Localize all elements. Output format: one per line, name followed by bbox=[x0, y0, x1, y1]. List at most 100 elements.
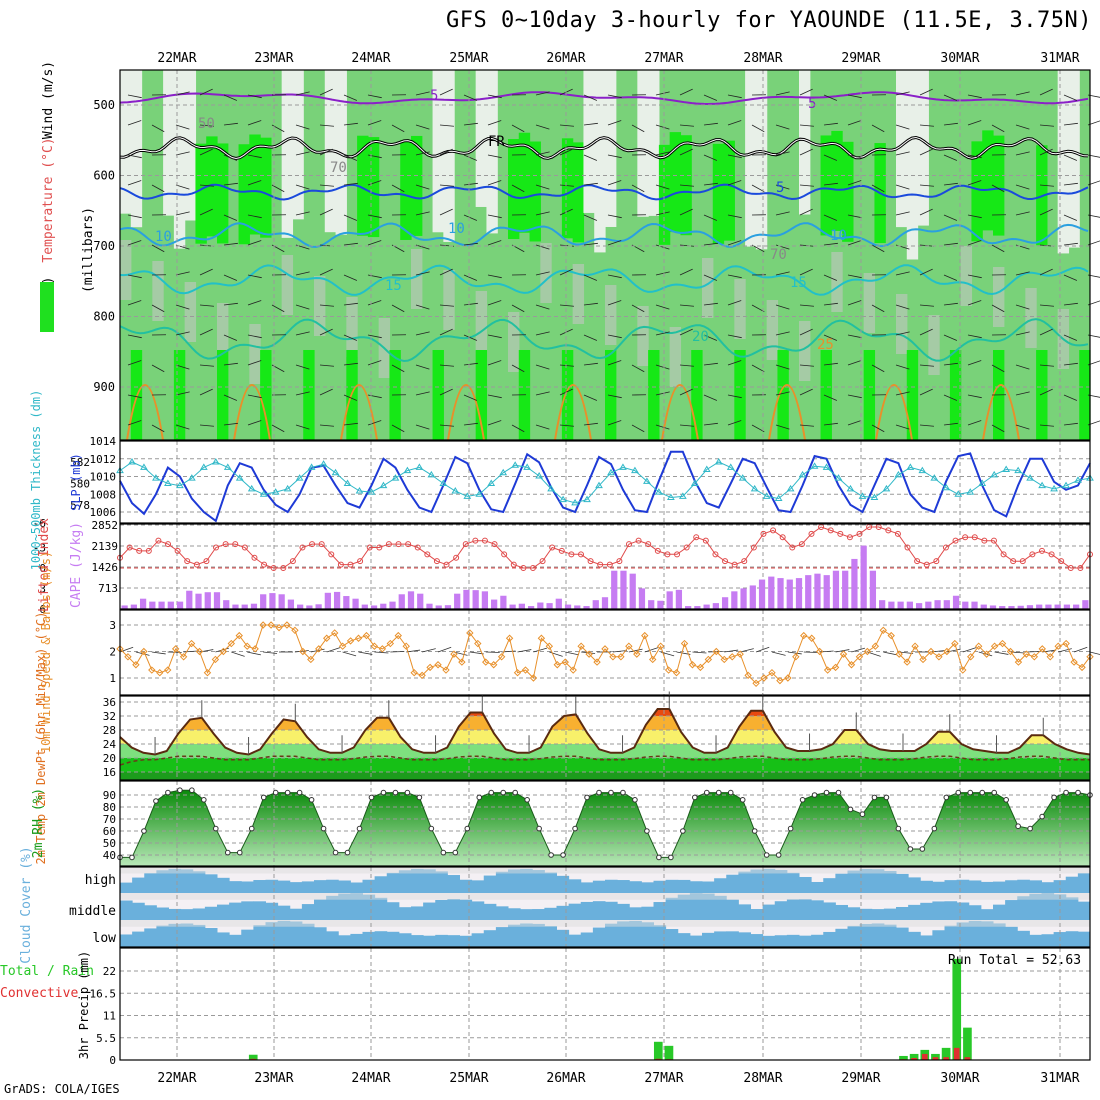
cape-bar bbox=[842, 570, 849, 609]
cloud-bar bbox=[750, 909, 764, 920]
wind-barb bbox=[751, 244, 765, 253]
rh-marker bbox=[835, 789, 842, 796]
cape-bar bbox=[186, 590, 193, 609]
wind-speed-marker bbox=[156, 668, 164, 677]
wind-barb bbox=[991, 364, 1005, 373]
wind-barb bbox=[439, 124, 454, 127]
thickness-marker bbox=[607, 468, 615, 476]
rh-line bbox=[120, 789, 1091, 858]
date-label-top: 26MAR bbox=[546, 51, 585, 66]
temp-tick: 36 bbox=[103, 696, 116, 709]
wind-barb bbox=[871, 124, 885, 133]
cloud-bar bbox=[920, 935, 933, 947]
wind-speed-marker bbox=[346, 637, 355, 645]
moist-column bbox=[260, 137, 272, 238]
cape-bar bbox=[333, 591, 341, 609]
wind-speed-marker bbox=[148, 666, 156, 674]
wind-barb bbox=[991, 244, 1005, 253]
li-marker bbox=[443, 561, 450, 568]
cloud-bar bbox=[908, 877, 921, 893]
thickness-marker bbox=[559, 495, 567, 503]
li-marker bbox=[798, 541, 805, 548]
cloud-bar bbox=[132, 902, 145, 920]
wind-speed-marker bbox=[553, 661, 562, 669]
cape-bar bbox=[167, 601, 174, 609]
wind-barb bbox=[559, 124, 574, 127]
wind-barb bbox=[127, 274, 142, 279]
dry-column bbox=[120, 70, 132, 214]
wind-barb bbox=[463, 154, 478, 161]
wind-barb bbox=[223, 334, 238, 341]
wind-barb-10m bbox=[549, 651, 563, 657]
li-marker bbox=[1000, 551, 1007, 558]
temp-tick: 24 bbox=[103, 738, 117, 751]
li-marker bbox=[914, 558, 921, 565]
footer-credit: GrADS: COLA/IGES bbox=[4, 1082, 120, 1096]
contour-label: 5 bbox=[808, 96, 816, 112]
isotherm-25 bbox=[554, 384, 592, 441]
wind-barb bbox=[1039, 424, 1054, 427]
wind-barb bbox=[319, 424, 334, 427]
li-marker bbox=[366, 544, 373, 551]
wind-barb bbox=[847, 120, 862, 126]
wind-barb bbox=[463, 302, 478, 306]
date-label-top: 25MAR bbox=[449, 51, 488, 66]
wind-speed-marker bbox=[688, 661, 697, 669]
cloud-bar bbox=[289, 921, 303, 947]
cloud-bar bbox=[896, 906, 909, 920]
wind-barb bbox=[943, 334, 958, 341]
wind-barb-10m bbox=[263, 651, 278, 654]
cape-bar bbox=[703, 604, 710, 609]
wind-barb bbox=[487, 180, 502, 186]
wind-barb bbox=[1039, 208, 1053, 216]
rh-marker bbox=[201, 797, 207, 803]
dry-column bbox=[486, 70, 498, 234]
thickness-marker bbox=[1014, 466, 1023, 474]
wind-barb bbox=[223, 274, 238, 281]
wind-speed-marker bbox=[434, 661, 442, 669]
wind-speed-marker bbox=[140, 647, 148, 656]
wind-barb bbox=[967, 240, 982, 246]
wind-barb bbox=[199, 304, 214, 307]
wind-barb bbox=[247, 240, 262, 246]
wind-barb bbox=[1015, 271, 1030, 276]
cloud-bar bbox=[314, 880, 327, 893]
wind-barb bbox=[295, 271, 310, 276]
pressure-tick: 700 bbox=[93, 239, 115, 253]
thickness-marker bbox=[164, 479, 172, 486]
thickness-marker bbox=[990, 470, 999, 478]
wind-barb bbox=[583, 394, 598, 401]
wind-barb bbox=[583, 122, 598, 126]
wind-barb bbox=[175, 304, 190, 310]
wind-barb bbox=[943, 214, 958, 221]
precip-axis-label: 3hr Precip (mm) bbox=[77, 951, 91, 1059]
wind-speed-marker bbox=[267, 621, 275, 629]
cloud-bar bbox=[750, 934, 764, 947]
rh-marker bbox=[1039, 813, 1045, 820]
wind-barb bbox=[535, 424, 550, 430]
cloud-bar bbox=[168, 908, 182, 920]
rh-marker bbox=[213, 825, 219, 832]
wind-speed-marker bbox=[784, 674, 792, 682]
thickness-marker bbox=[451, 487, 460, 494]
cape-bar bbox=[260, 594, 267, 609]
wind-speed-line bbox=[119, 624, 1091, 684]
isotherm-25 bbox=[982, 384, 1020, 441]
cloud-bar bbox=[823, 878, 836, 893]
cape-bar bbox=[297, 604, 304, 609]
wind-barb bbox=[1063, 274, 1078, 281]
wind-barb bbox=[463, 422, 478, 426]
li-marker bbox=[222, 541, 229, 548]
cape-bar bbox=[1008, 606, 1015, 609]
wind-barb bbox=[703, 94, 718, 101]
cape-tick: 713 bbox=[98, 582, 118, 595]
li-marker bbox=[990, 537, 997, 544]
wind-speed-marker bbox=[879, 626, 887, 635]
li-marker bbox=[597, 561, 604, 568]
wind-speed-marker bbox=[577, 642, 585, 650]
cape-bar bbox=[361, 604, 368, 609]
wind-barb bbox=[487, 274, 502, 279]
wind-barb bbox=[1015, 91, 1030, 96]
wind-tick: 2 bbox=[109, 646, 116, 659]
wind-barb bbox=[535, 331, 550, 336]
